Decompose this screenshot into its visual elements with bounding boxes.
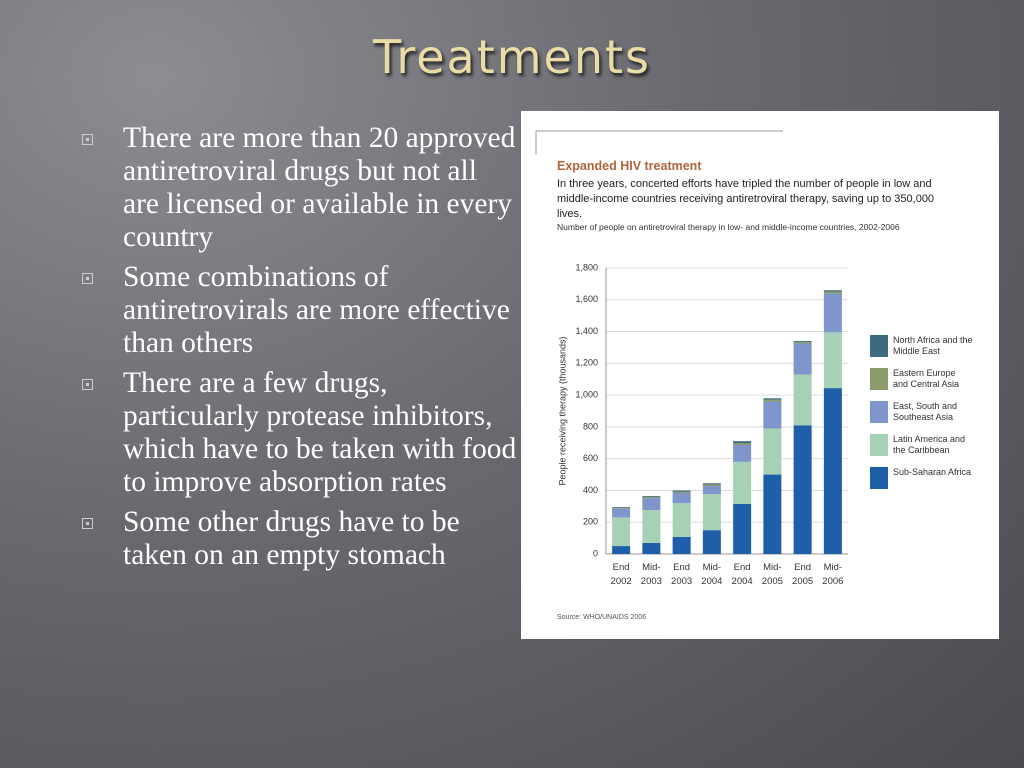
bar-segment bbox=[823, 293, 842, 333]
bar-segment bbox=[612, 507, 631, 509]
bar-segment bbox=[793, 343, 812, 375]
x-tick-label: Mid-2003 bbox=[640, 562, 662, 587]
bar-segment bbox=[642, 509, 661, 543]
x-tick-label: End 2002 bbox=[610, 562, 632, 587]
bar-segment bbox=[823, 290, 842, 292]
legend-swatch bbox=[870, 467, 888, 489]
bar-segment bbox=[733, 445, 752, 462]
bar-segment bbox=[702, 484, 721, 486]
bar-segment bbox=[733, 443, 752, 446]
legend-label: North Africa and the Middle East bbox=[893, 335, 973, 356]
bar-segment bbox=[793, 342, 812, 344]
bar-segment bbox=[793, 374, 812, 426]
bar-segment bbox=[702, 483, 721, 485]
bar-segment bbox=[612, 508, 631, 518]
bar-segment bbox=[733, 441, 752, 444]
y-tick-label: 1,400 bbox=[575, 326, 598, 336]
legend-label: Sub-Saharan Africa bbox=[893, 467, 972, 477]
bar-segment bbox=[672, 491, 691, 493]
chart-subtitle: In three years, concerted efforts have t… bbox=[557, 178, 935, 220]
chart-title: Expanded HIV treatment bbox=[557, 159, 702, 173]
x-tick-label: End 2005 bbox=[792, 562, 814, 587]
bar-segment bbox=[702, 530, 721, 554]
bar-segment bbox=[672, 492, 691, 504]
bar-segment bbox=[823, 332, 842, 389]
y-tick-label: 1,800 bbox=[575, 262, 598, 272]
y-tick-label: 1,200 bbox=[575, 358, 598, 368]
bar-segment bbox=[763, 398, 782, 400]
chart-source: Source: WHO/UNAIDS 2006 bbox=[557, 614, 647, 621]
bar-segment bbox=[672, 490, 691, 492]
legend-swatch bbox=[870, 434, 888, 456]
bar-segment bbox=[612, 546, 631, 554]
y-tick-label: 600 bbox=[583, 453, 598, 463]
x-tick-label: End 2003 bbox=[671, 562, 693, 587]
bullet: Some other drugs have to be taken on an … bbox=[78, 506, 518, 572]
y-tick-label: 1,000 bbox=[575, 389, 598, 399]
bar-segment bbox=[733, 503, 752, 554]
bar-segment bbox=[733, 461, 752, 504]
legend-swatch bbox=[870, 401, 888, 423]
bar-segment bbox=[642, 496, 661, 499]
bar-segment bbox=[763, 401, 782, 429]
bar-segment bbox=[702, 485, 721, 495]
slide-title: Treatments bbox=[372, 30, 652, 84]
x-tick-label: Mid-2006 bbox=[822, 562, 844, 587]
y-tick-label: 1,600 bbox=[575, 294, 598, 304]
y-tick-label: 800 bbox=[583, 421, 598, 431]
bar-segment bbox=[763, 399, 782, 402]
legend-swatch bbox=[870, 368, 888, 390]
y-tick-label: 400 bbox=[583, 485, 598, 495]
bar-segment bbox=[672, 503, 691, 537]
x-tick-label: Mid-2004 bbox=[701, 562, 723, 587]
bar-segment bbox=[793, 341, 812, 343]
bar-segment bbox=[763, 428, 782, 475]
bar-segment bbox=[642, 498, 661, 510]
y-tick-label: 0 bbox=[593, 548, 598, 558]
legend-label: Latin America and the Caribbean bbox=[893, 434, 966, 455]
bullet: There are a few drugs, particularly prot… bbox=[78, 367, 518, 499]
chart-image: 0 200 400 600 800 1,000 1,200 1,400 1,600 1,800 Pe… bbox=[521, 111, 999, 639]
bullet: There are more than 20 approved antiretr… bbox=[78, 122, 518, 254]
bullet: Some combinations of antiretrovirals are… bbox=[78, 261, 518, 360]
chart: 0 200 400 600 800 1,000 1,200 1,400 1,600 1,800 Pe… bbox=[535, 130, 888, 558]
bar-segment bbox=[642, 542, 661, 554]
legend-label: Eastern Europe and Central Asia bbox=[893, 368, 960, 389]
y-axis-label: People receiving therapy (thousands) bbox=[557, 336, 567, 485]
bar-segment bbox=[642, 496, 661, 497]
x-tick-label: End 2004 bbox=[731, 562, 753, 587]
legend-label: East, South and Southeast Asia bbox=[893, 401, 958, 422]
x-tick-label: Mid-2005 bbox=[761, 562, 783, 587]
legend-swatch bbox=[870, 335, 888, 357]
bar-segment bbox=[823, 291, 842, 294]
y-tick-label: 200 bbox=[583, 517, 598, 527]
bar-segment bbox=[702, 494, 721, 531]
bar-segment bbox=[612, 507, 631, 508]
bar-segment bbox=[793, 425, 812, 554]
bar-segment bbox=[672, 536, 691, 554]
bar-segment bbox=[612, 517, 631, 547]
chart-note: Number of people on antiretroviral thera… bbox=[557, 222, 900, 232]
bar-segment bbox=[763, 474, 782, 554]
bullet-list: There are more than 20 approved antiretr… bbox=[78, 122, 518, 579]
bar-segment bbox=[823, 388, 842, 554]
